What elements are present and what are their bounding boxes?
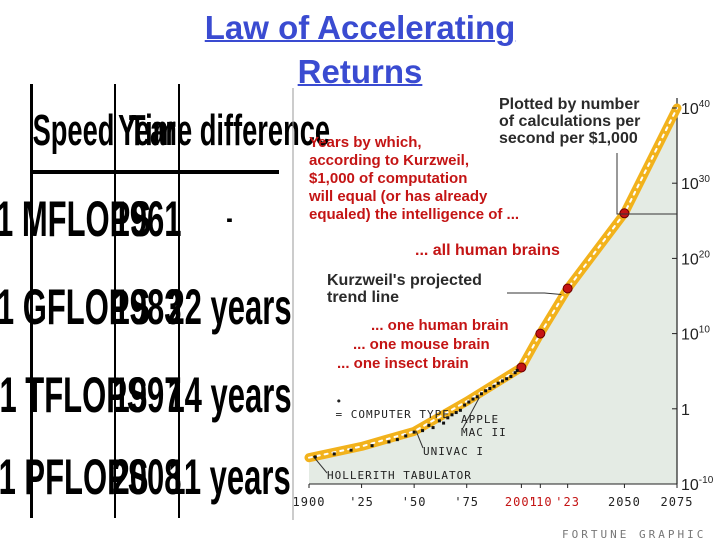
- table-cell-year: 1983: [112, 279, 182, 335]
- milestone-marker: [516, 362, 527, 373]
- table-cell-year: 1997: [112, 367, 182, 423]
- legend-text: = COMPUTER TYPE: [335, 408, 450, 421]
- title-line-2: Returns: [297, 53, 423, 90]
- label-apple-mac: APPLE MAC II: [461, 413, 507, 439]
- table-cell-year: 2008: [112, 449, 182, 505]
- computer-type-dot: [370, 444, 374, 448]
- milestone-marker: [562, 283, 573, 294]
- leader-line: [312, 455, 328, 474]
- trend-area: [309, 108, 677, 484]
- x-tick-label: '75: [454, 495, 479, 509]
- table-cell-speed: 1 GFLOPS: [0, 279, 151, 335]
- computer-type-dot: [332, 452, 336, 456]
- computer-type-dot: [437, 419, 441, 423]
- computer-type-dot: [404, 434, 408, 438]
- chart-title: Plotted by number of calculations per se…: [499, 96, 641, 147]
- computer-type-dot: [492, 384, 496, 388]
- label-hollerith: HOLLERITH TABULATOR: [327, 469, 472, 482]
- computer-type-dot: [421, 429, 425, 433]
- computer-type-dot: [427, 423, 431, 427]
- x-tick-label: 2050: [608, 495, 641, 509]
- x-tick-label: '10: [528, 495, 553, 509]
- computer-type-dot: [475, 395, 479, 399]
- y-tick-label: 10-10: [681, 475, 714, 494]
- x-tick-label: '25: [349, 495, 374, 509]
- computer-type-dot: [431, 426, 435, 430]
- computer-type-dot: [515, 368, 519, 372]
- computer-type-dot: [471, 397, 475, 401]
- computer-type-dot: [454, 411, 458, 415]
- milestone-label: ... one human brain: [371, 317, 509, 334]
- computer-type-dot: [463, 403, 467, 407]
- annotation-intro: Years by which, according to Kurzweil, $…: [309, 134, 520, 223]
- computer-type-dot: [505, 377, 509, 381]
- annotation-trend-line: Kurzweil's projected trend line: [327, 272, 482, 306]
- speed-table: Speed Year Time difference 1 MFLOPS 1961…: [0, 84, 331, 518]
- table-cell-speed: 1 PFLOPS: [0, 449, 149, 505]
- table-cell-time-difference: 14 years: [167, 367, 292, 423]
- x-tick-label: 1900: [293, 495, 326, 509]
- computer-type-dot: [313, 455, 317, 459]
- milestone-label: ... all human brains: [415, 242, 560, 259]
- milestone-label: ... one mouse brain: [353, 336, 490, 353]
- label-univac: UNIVAC I: [423, 445, 484, 458]
- table-header-time-difference: Time difference: [128, 106, 331, 155]
- table-header-speed: Speed: [32, 106, 115, 155]
- computer-type-dot: [500, 379, 504, 383]
- computer-type-dot: [395, 438, 399, 442]
- x-tick-label: 2001: [505, 495, 538, 509]
- y-tick-label: 1010: [681, 325, 710, 344]
- computer-type-dot: [467, 400, 471, 404]
- y-tick-label: 1030: [681, 174, 710, 193]
- table-header-year: Year: [118, 106, 176, 155]
- y-tick-label: 1020: [681, 249, 710, 268]
- computer-type-dot: [442, 421, 446, 425]
- computer-type-dot: [446, 416, 450, 420]
- computer-type-dot: [479, 392, 483, 396]
- computer-type-dot: [513, 371, 517, 375]
- computer-type-dot: [484, 389, 488, 393]
- x-tick-label: '50: [402, 495, 427, 509]
- table-divider: [178, 84, 180, 518]
- computer-type-dot: [412, 430, 416, 434]
- slide-title: Law of Accelerating Returns: [150, 6, 570, 94]
- table-cell-time-difference: -: [226, 202, 233, 235]
- computer-type-dot: [509, 374, 513, 378]
- x-tick-label: 2075: [661, 495, 694, 509]
- legend-dot-icon: •: [335, 395, 344, 408]
- milestone-marker: [619, 208, 630, 219]
- computer-type-dot: [488, 386, 492, 390]
- leader-line: [462, 397, 480, 429]
- legend-label: • = COMPUTER TYPE: [305, 382, 450, 434]
- table-cell-speed: 1 MFLOPS: [0, 191, 152, 247]
- table-divider: [114, 84, 116, 518]
- computer-type-dot: [450, 413, 454, 417]
- kurzweil-chart: 10-10 1 1010 1020 1030 1040 1900'25'50'75 2001 '…: [287, 88, 720, 540]
- table-header-rule: [33, 170, 279, 174]
- table-cell-year: 1961: [112, 191, 182, 247]
- leader-line: [507, 292, 562, 295]
- credit-label: FORTUNE GRAPHIC: [562, 528, 707, 541]
- table-cell-time-difference: 22 years: [167, 279, 292, 335]
- table-cell-speed: 1 TFLOPS: [0, 367, 148, 423]
- leader-line: [415, 431, 424, 449]
- computer-type-dot: [349, 448, 353, 452]
- milestone-label: ... one insect brain: [337, 355, 469, 372]
- computer-type-dot: [496, 381, 500, 385]
- computer-type-dot: [387, 440, 391, 444]
- y-tick-label: 1: [681, 402, 690, 419]
- computer-type-dot: [458, 408, 462, 412]
- x-tick-label: '23: [555, 495, 580, 509]
- title-line-1: Law of Accelerating: [204, 9, 516, 46]
- leader-line: [616, 153, 677, 215]
- table-cell-time-difference: 11 years: [168, 449, 291, 505]
- milestone-marker: [535, 328, 546, 339]
- y-tick-label: 1040: [681, 99, 710, 118]
